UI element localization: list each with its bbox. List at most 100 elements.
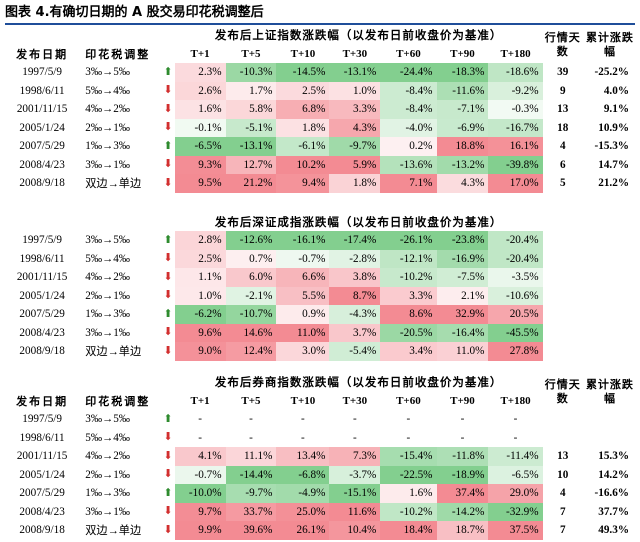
value-cell: 27.8% <box>488 342 543 361</box>
days-header: 行情天数 <box>544 31 581 58</box>
value-cell: -6.8% <box>276 465 330 484</box>
value-cell: -7.1% <box>436 100 489 119</box>
value-cell: -22.5% <box>380 465 437 484</box>
value-cell: -11.6% <box>436 81 489 100</box>
value-cell: 5.8% <box>225 100 277 119</box>
cumulative-change: 49.3% <box>598 524 629 537</box>
tax-change-label: 双边→单边 <box>85 525 142 538</box>
row-date: 1997/5/9 <box>22 234 62 247</box>
value-cell: 1.0% <box>174 286 226 305</box>
trend-days: 6 <box>559 158 566 171</box>
value-cell: -16.4% <box>436 323 489 342</box>
row-date: 2008/9/18 <box>19 177 65 190</box>
value-cell: - <box>301 413 305 426</box>
row-date: 2007/5/29 <box>19 487 65 500</box>
arrow-down-icon: ⬇ <box>163 523 173 536</box>
value-cell: 1.0% <box>329 81 381 100</box>
value-cell: -5.4% <box>329 342 381 361</box>
tax-change-label: 2‰→1‰ <box>85 121 130 134</box>
table-row: 2005/1/24 2‰→1‰ ⬇ 1.0% -2.1% 5.5% 8.7% 3.3% 2.1%… <box>5 286 637 305</box>
cumulative-change: 9.1% <box>603 103 629 116</box>
row-date: 2005/1/24 <box>19 121 65 134</box>
arrow-down-icon: ⬇ <box>163 102 173 115</box>
arrow-down-icon: ⬇ <box>163 176 173 189</box>
row-tax-change: 3‰→5‰ ⬆ <box>79 63 174 82</box>
row-date: 1998/6/11 <box>19 431 65 444</box>
value-cell: - <box>198 413 202 426</box>
arrow-up-icon: ⬆ <box>163 412 173 425</box>
value-cell: 18.4% <box>380 521 437 540</box>
trend-days: 9 <box>559 84 566 97</box>
arrow-up-icon: ⬆ <box>163 139 173 152</box>
period-header: T+10 <box>290 47 316 60</box>
value-cell: 26.1% <box>276 521 330 540</box>
cumulative-change: 37.7% <box>598 505 629 518</box>
table-row: 2008/9/18 双边→单边 ⬇ 9.5% 21.2% 9.4% 1.8% 7.1% 4.3%… <box>5 174 637 193</box>
value-cell: 8.6% <box>380 305 437 324</box>
value-cell: 11.6% <box>329 502 381 521</box>
value-cell: 1.6% <box>380 484 437 503</box>
value-cell: 3.8% <box>329 268 381 287</box>
row-date: 2007/5/29 <box>19 308 65 321</box>
row-date: 1998/6/11 <box>19 84 65 97</box>
value-cell: 18.7% <box>436 521 489 540</box>
value-cell: 4.3% <box>436 174 489 193</box>
brokerage-table: 发布后券商指数涨跌幅（以发布日前收盘价为基准） 行情天数 累计涨跌幅 发布日期 … <box>5 373 637 540</box>
value-cell: 9.5% <box>174 174 226 193</box>
arrow-down-icon: ⬇ <box>163 158 173 171</box>
arrow-down-icon: ⬇ <box>163 121 173 134</box>
period-header: T+60 <box>396 47 421 60</box>
value-cell: 4.1% <box>174 447 226 466</box>
tax-change-label: 2‰→1‰ <box>85 289 130 302</box>
arrow-up-icon: ⬆ <box>163 233 173 246</box>
value-cell: 9.4% <box>276 174 330 193</box>
value-cell: -7.5% <box>436 268 489 287</box>
arrow-up-icon: ⬆ <box>163 307 173 320</box>
tax-change-label: 5‰→4‰ <box>85 84 130 97</box>
value-cell: -13.6% <box>380 155 437 174</box>
value-cell: -20.5% <box>380 323 437 342</box>
value-cell: -4.0% <box>380 118 437 137</box>
row-date: 2008/4/23 <box>19 158 65 171</box>
table-row: 2007/5/29 1‰→3‰ ⬆ -10.0% -9.7% -4.9% -15.1% 1.6… <box>5 484 637 503</box>
period-header: T+90 <box>450 47 475 60</box>
value-cell: 9.9% <box>174 521 226 540</box>
value-cell: -0.3% <box>488 100 543 119</box>
trend-days: 5 <box>559 177 566 190</box>
value-cell: 7.1% <box>380 174 437 193</box>
shanghai-table: 发布后上证指数涨跌幅（以发布日前收盘价为基准） 行情天数 累计涨跌幅 发布日期 … <box>5 26 637 193</box>
period-header: T+1 <box>190 47 210 60</box>
value-cell: -16.9% <box>436 249 489 268</box>
trend-days: 18 <box>557 121 569 134</box>
value-cell: -9.7% <box>225 484 277 503</box>
value-cell: 8.7% <box>329 286 381 305</box>
value-cell: 11.1% <box>225 447 277 466</box>
value-cell: 10.4% <box>329 521 381 540</box>
tax-change-label: 双边→单边 <box>85 346 142 359</box>
table-row: 2007/5/29 1‰→3‰ ⬆ -6.5% -13.1% -6.1% -9.7% 0.2%… <box>5 137 637 156</box>
date-header: 发布日期 <box>16 395 69 408</box>
value-cell: 12.4% <box>225 342 277 361</box>
row-tax-change: 2‰→1‰ ⬇ <box>79 466 174 485</box>
period-header: T+5 <box>241 47 261 60</box>
trend-days <box>543 429 583 448</box>
row-tax-change: 3‰→5‰ ⬆ <box>79 231 174 250</box>
cum-header: 累计涨跌幅 <box>585 31 634 58</box>
value-cell: 37.5% <box>488 521 543 540</box>
brokerage-subtitle: 发布后券商指数涨跌幅（以发布日前收盘价为基准） <box>214 377 503 389</box>
figure-title: 图表 4.有确切日期的 A 股交易印花税调整后 <box>5 3 635 25</box>
value-cell: 0.2% <box>380 137 437 156</box>
table-row: 2008/4/23 3‰→1‰ ⬇ 9.6% 14.6% 11.0% 3.7% -20.5% -… <box>5 323 637 342</box>
value-cell: 18.8% <box>436 137 489 156</box>
table-row: 2001/11/15 4‰→2‰ ⬇ 1.1% 6.0% 6.6% 3.8% -10.2% -7… <box>5 268 637 287</box>
value-cell: -11.8% <box>436 447 489 466</box>
table-row: 1997/5/9 3‰→5‰ ⬆ 2.3% -10.3% -14.5% -13.1% -24.… <box>5 63 637 82</box>
table-row: 2005/1/24 2‰→1‰ ⬇ -0.7% -14.4% -6.8% -3.7% -22.… <box>5 465 637 485</box>
value-cell: - <box>198 431 202 444</box>
value-cell: -0.7% <box>276 249 330 268</box>
shanghai-subtitle: 发布后上证指数涨跌幅（以发布日前收盘价为基准） <box>214 30 503 42</box>
value-cell: -5.1% <box>225 118 277 137</box>
value-cell: -0.1% <box>174 118 226 137</box>
tax-change-label: 1‰→3‰ <box>85 140 130 153</box>
value-cell: -2.8% <box>329 249 381 268</box>
